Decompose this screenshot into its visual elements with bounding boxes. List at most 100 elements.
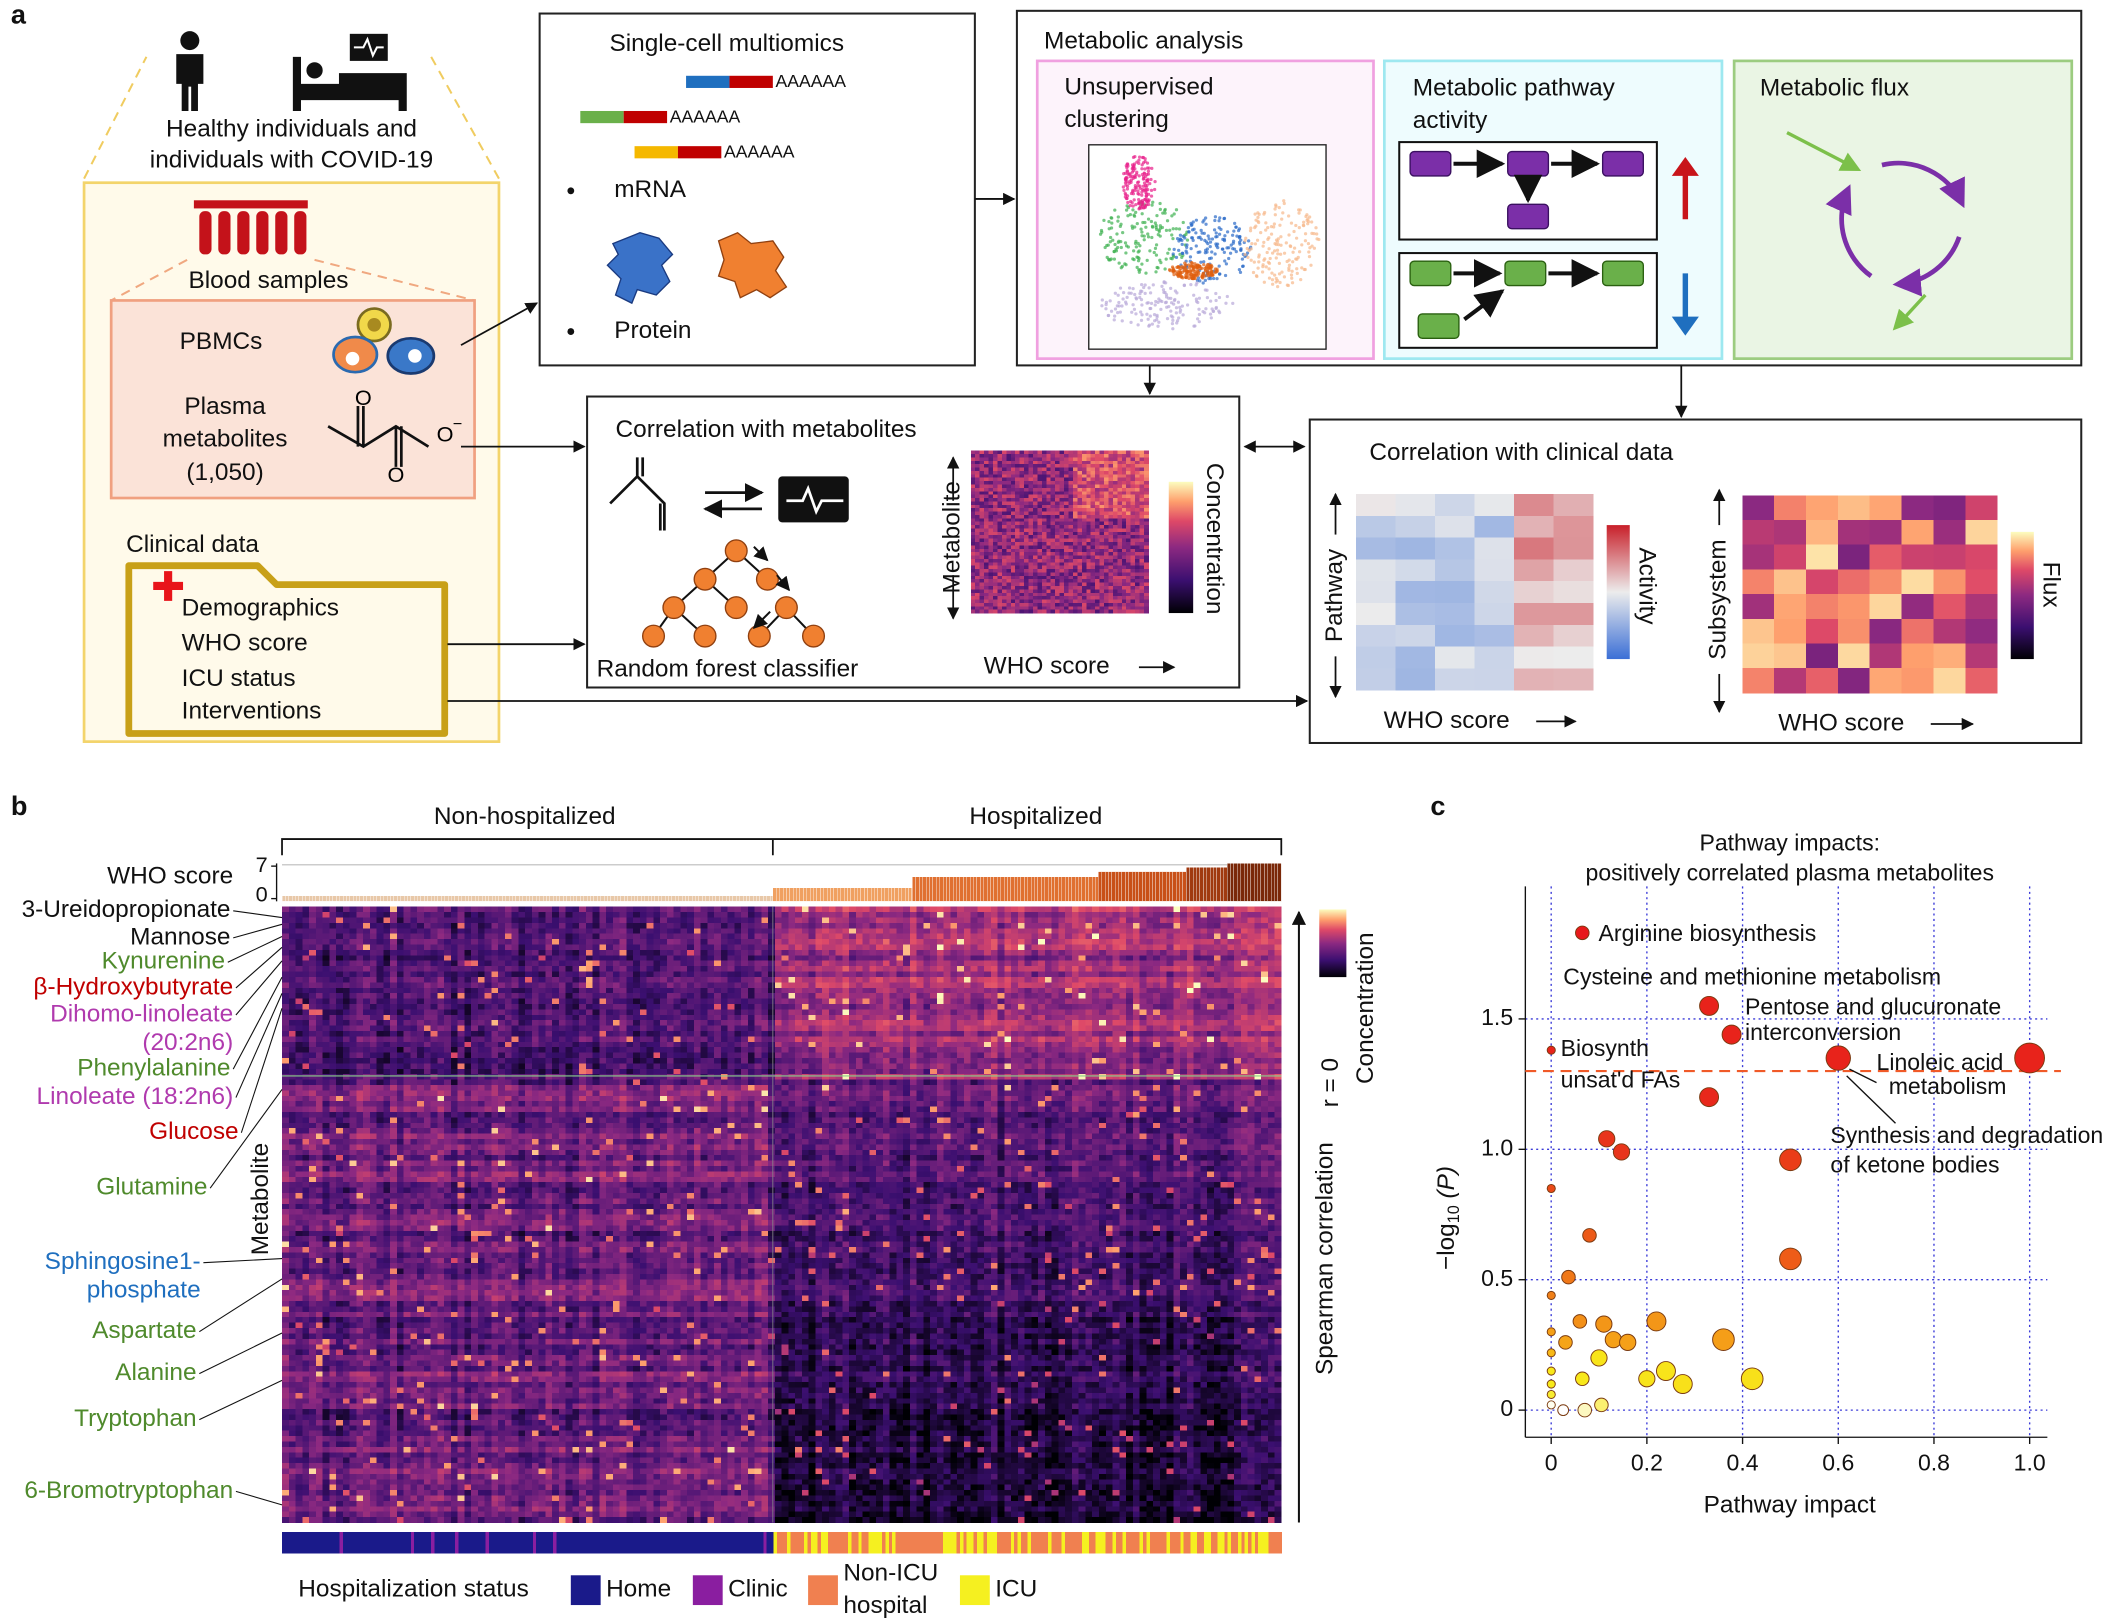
heatmap-cell <box>869 949 877 956</box>
umap-dot <box>1213 215 1218 219</box>
heatmap-cell <box>1010 504 1016 509</box>
heatmap-cell <box>1068 575 1074 580</box>
heatmap-cell <box>511 912 519 918</box>
heatmap-cell <box>329 949 337 956</box>
umap-dot <box>1208 312 1213 316</box>
heatmap-cell <box>1064 501 1069 506</box>
heatmap-cell <box>471 949 479 956</box>
umap-dot <box>1123 262 1127 266</box>
umap-dot <box>1120 264 1125 268</box>
heatmap-cell <box>979 460 985 465</box>
heatmap-cell <box>1254 933 1262 940</box>
heatmap-cell <box>970 906 978 913</box>
heatmap-cell <box>693 960 701 967</box>
heatmap-cell <box>1055 599 1061 604</box>
heatmap-cell <box>997 464 1003 468</box>
umap-dot <box>1139 227 1143 231</box>
heatmap-cell <box>599 906 607 913</box>
heatmap-cell <box>984 525 989 529</box>
heatmap-cell <box>1135 511 1140 516</box>
heatmap-cell <box>1028 491 1034 496</box>
heatmap-cell <box>1200 933 1208 940</box>
umap-dot <box>1315 232 1319 236</box>
heatmap-cell <box>1121 518 1127 523</box>
heatmap-cell <box>633 949 641 956</box>
heatmap-cell <box>1933 569 1966 595</box>
umap-dot <box>1191 238 1195 242</box>
heatmap-cell <box>1135 528 1140 533</box>
who-tick-label: 7 <box>256 852 268 877</box>
heatmap-cell <box>558 917 566 924</box>
heatmap-cell <box>552 960 560 967</box>
heatmap-cell <box>903 944 911 951</box>
heatmap-cell <box>970 528 976 533</box>
heatmap-cell <box>936 912 944 918</box>
umap-dot <box>1106 313 1110 318</box>
heatmap-cell <box>1135 514 1140 519</box>
who-bar <box>332 895 337 902</box>
heatmap-cell <box>471 933 479 940</box>
umap-dot <box>1185 245 1189 250</box>
heatmap-cell <box>896 960 904 967</box>
heatmap-cell <box>1143 467 1149 472</box>
umap-dot <box>1116 240 1120 245</box>
heatmap-cell <box>660 917 668 924</box>
heatmap-cell <box>1474 668 1515 691</box>
heatmap-cell <box>970 592 976 597</box>
heatmap-cell <box>869 960 877 967</box>
heatmap-cell <box>1024 602 1029 607</box>
umap-dot <box>1307 254 1312 259</box>
heatmap-cell <box>970 558 976 563</box>
heatmap-cell <box>1032 518 1038 523</box>
heatmap-cell <box>1072 569 1078 573</box>
heatmap-cell <box>957 928 965 935</box>
heatmap-cell <box>1050 518 1056 523</box>
heatmap-cell <box>1261 922 1269 929</box>
heatmap-cell <box>1099 450 1105 455</box>
heatmap-cell <box>1024 582 1029 587</box>
heatmap-cell <box>970 460 976 465</box>
heatmap-cell <box>525 960 533 967</box>
heatmap-cell <box>727 917 735 924</box>
heatmap-cell <box>1108 518 1114 523</box>
heatmap-cell <box>1126 474 1132 479</box>
heatmap-cell <box>342 922 350 929</box>
heatmap-cell <box>979 579 985 584</box>
heatmap-cell <box>1015 525 1021 529</box>
heatmap-cell <box>979 481 985 485</box>
heatmap-cell <box>1010 562 1016 567</box>
umap-dot <box>1244 236 1248 240</box>
heatmap-cell <box>1112 579 1118 584</box>
heatmap-cell <box>1028 494 1034 499</box>
heatmap-cell <box>997 531 1003 536</box>
who-bar <box>566 895 571 902</box>
heatmap-cell <box>1090 508 1096 512</box>
heatmap-cell <box>1004 939 1012 945</box>
umap-dot <box>1257 212 1261 216</box>
heatmap-cell <box>1112 535 1118 540</box>
heatmap-cell <box>975 470 981 475</box>
heatmap-cell <box>1010 518 1016 523</box>
heatmap-cell <box>869 917 877 924</box>
heatmap-cell <box>545 933 553 940</box>
heatmap-cell <box>282 949 290 956</box>
heatmap-cell <box>1143 481 1149 485</box>
who-bar <box>681 895 686 902</box>
heatmap-cell <box>390 922 398 929</box>
umap-dot <box>1116 310 1120 315</box>
who-bar <box>763 895 767 902</box>
heatmap-cell <box>552 949 560 956</box>
heatmap-cell <box>1059 454 1065 458</box>
heatmap-cell <box>1059 609 1065 614</box>
heatmap-cell <box>975 609 981 614</box>
umap-dot <box>1131 204 1135 208</box>
heatmap-cell <box>1104 525 1109 529</box>
heatmap-cell <box>1001 569 1007 573</box>
heatmap-cell <box>909 939 917 945</box>
heatmap-cell <box>599 960 607 967</box>
heatmap-cell <box>1104 579 1109 584</box>
heatmap-cell <box>1019 454 1025 458</box>
umap-dot <box>1139 289 1143 293</box>
heatmap-cell <box>747 928 755 935</box>
heatmap-cell <box>585 939 593 945</box>
